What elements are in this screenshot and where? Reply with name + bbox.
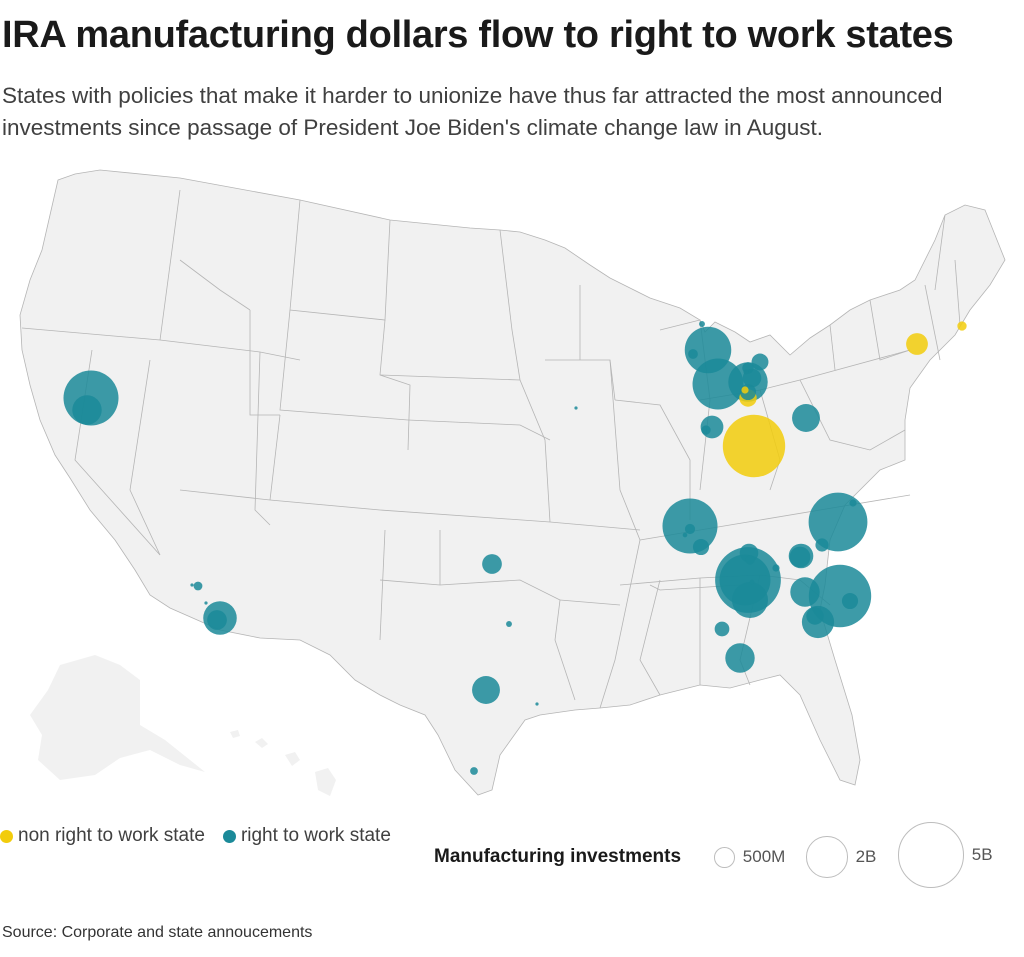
investment-bubble-north-carolina-3 bbox=[815, 538, 829, 552]
investment-bubble-arizona-yuma-2 bbox=[190, 583, 194, 587]
investment-bubble-pennsylvania bbox=[792, 404, 820, 432]
hawaii-island-shape bbox=[255, 738, 268, 748]
investment-bubbles bbox=[63, 321, 967, 775]
size-label-small: 500M bbox=[742, 847, 786, 867]
legend-label-rtw: right to work state bbox=[240, 825, 391, 846]
category-legend: non right to work state right to work st… bbox=[0, 825, 409, 847]
size-ring-small-icon bbox=[714, 847, 735, 868]
investment-bubble-georgia-north-2 bbox=[789, 546, 811, 568]
state-border bbox=[129, 359, 161, 556]
size-legend-small: 500M bbox=[714, 847, 785, 868]
state-border bbox=[159, 189, 181, 341]
investment-bubble-michigan-detroit-4 bbox=[743, 369, 749, 375]
hawaii-island-shape bbox=[230, 730, 240, 738]
investment-bubble-georgia-north bbox=[790, 577, 820, 607]
state-border bbox=[559, 599, 621, 606]
state-border bbox=[254, 351, 271, 526]
size-label-medium: 2B bbox=[855, 846, 877, 866]
state-border bbox=[924, 284, 941, 361]
state-border bbox=[554, 599, 576, 701]
state-border bbox=[614, 399, 691, 520]
state-border bbox=[379, 374, 521, 381]
state-border bbox=[289, 199, 391, 321]
investment-bubble-north-carolina bbox=[808, 492, 868, 552]
us-map bbox=[19, 169, 1006, 796]
state-border bbox=[599, 539, 641, 709]
investment-bubble-michigan-north bbox=[684, 326, 732, 374]
size-legend-medium: 2B bbox=[806, 836, 876, 878]
investment-bubble-texas-austin bbox=[472, 676, 500, 704]
chart-title: IRA manufacturing dollars flow to right … bbox=[2, 14, 954, 56]
non-rtw-dot-icon bbox=[0, 829, 13, 843]
state-border bbox=[279, 309, 409, 421]
state-border bbox=[21, 327, 301, 361]
investment-bubble-massachusetts bbox=[957, 321, 967, 331]
investment-bubble-michigan-east bbox=[751, 353, 769, 371]
size-label-large: 5B bbox=[971, 844, 993, 864]
investment-bubble-arizona-3 bbox=[204, 601, 208, 605]
state-border bbox=[249, 310, 280, 416]
investment-bubble-kentucky-4 bbox=[682, 532, 688, 538]
investment-bubble-tennessee-6 bbox=[772, 564, 780, 572]
investment-bubble-georgia-3 bbox=[745, 555, 755, 565]
state-border bbox=[954, 259, 961, 326]
state-border bbox=[799, 349, 911, 381]
size-ring-large-icon bbox=[898, 822, 964, 888]
investment-bubble-ohio-toledo-2 bbox=[741, 386, 749, 394]
investment-bubble-south-carolina-2 bbox=[841, 592, 859, 610]
size-legend: Manufacturing investments 500M 2B 5B bbox=[434, 822, 1014, 892]
investment-bubble-alabama bbox=[714, 621, 730, 637]
investment-bubble-georgia-atlanta bbox=[725, 643, 755, 673]
state-border bbox=[179, 489, 641, 531]
legend-item-rtw: right to work state bbox=[222, 825, 391, 847]
investment-bubble-tennessee-3 bbox=[731, 581, 769, 619]
investment-bubble-texas-south bbox=[470, 767, 478, 775]
state-border bbox=[379, 319, 411, 451]
investment-bubble-texas-dallas-area bbox=[506, 621, 512, 627]
investment-bubble-michigan-north-2 bbox=[688, 349, 698, 359]
state-border bbox=[499, 229, 521, 381]
state-border bbox=[179, 259, 251, 311]
investment-bubble-ohio-columbus bbox=[722, 414, 786, 478]
state-border bbox=[869, 299, 911, 361]
state-border bbox=[649, 584, 741, 591]
legend-item-non-rtw: non right to work state bbox=[0, 825, 205, 847]
state-border bbox=[519, 379, 551, 523]
rtw-dot-icon bbox=[222, 829, 236, 843]
legend-label-non-rtw: non right to work state bbox=[18, 825, 205, 846]
state-border bbox=[379, 529, 386, 641]
investment-bubble-iowa bbox=[574, 406, 578, 410]
alaska-shape bbox=[30, 655, 205, 780]
state-border bbox=[407, 419, 551, 441]
size-legend-title: Manufacturing investments bbox=[434, 846, 682, 867]
investment-bubble-texas-houston bbox=[535, 702, 539, 706]
us-land bbox=[20, 170, 1005, 796]
investment-bubble-oklahoma bbox=[482, 554, 502, 574]
chart-subtitle: States with policies that make it harder… bbox=[2, 83, 943, 140]
investment-bubble-arizona-phoenix-2 bbox=[207, 610, 227, 630]
investment-bubble-michigan-traverse bbox=[699, 321, 705, 327]
state-border bbox=[609, 359, 641, 541]
investment-bubble-kentucky-3 bbox=[684, 523, 696, 535]
state-border bbox=[269, 414, 281, 501]
investment-bubble-south-carolina-4 bbox=[806, 607, 824, 625]
investment-bubble-nevada-reno-2 bbox=[72, 395, 102, 425]
investment-bubble-indiana-2 bbox=[701, 425, 711, 435]
source-note: Source: Corporate and state annoucements bbox=[2, 924, 313, 941]
investment-bubble-new-york-hudson bbox=[906, 333, 928, 355]
investment-bubble-kentucky-2 bbox=[692, 538, 710, 556]
hawaii-island-shape bbox=[285, 752, 300, 766]
state-border bbox=[639, 579, 661, 696]
investment-bubble-georgia-4 bbox=[749, 579, 755, 585]
state-border bbox=[829, 324, 836, 371]
investment-bubble-arizona-yuma bbox=[193, 581, 203, 591]
state-border bbox=[934, 214, 946, 291]
state-border bbox=[379, 579, 561, 601]
investment-bubble-north-carolina-2 bbox=[849, 499, 857, 507]
size-legend-large: 5B bbox=[898, 822, 993, 888]
size-ring-medium-icon bbox=[806, 836, 848, 878]
us-land-shape bbox=[20, 170, 1005, 795]
hawaii-island-shape bbox=[315, 768, 336, 796]
